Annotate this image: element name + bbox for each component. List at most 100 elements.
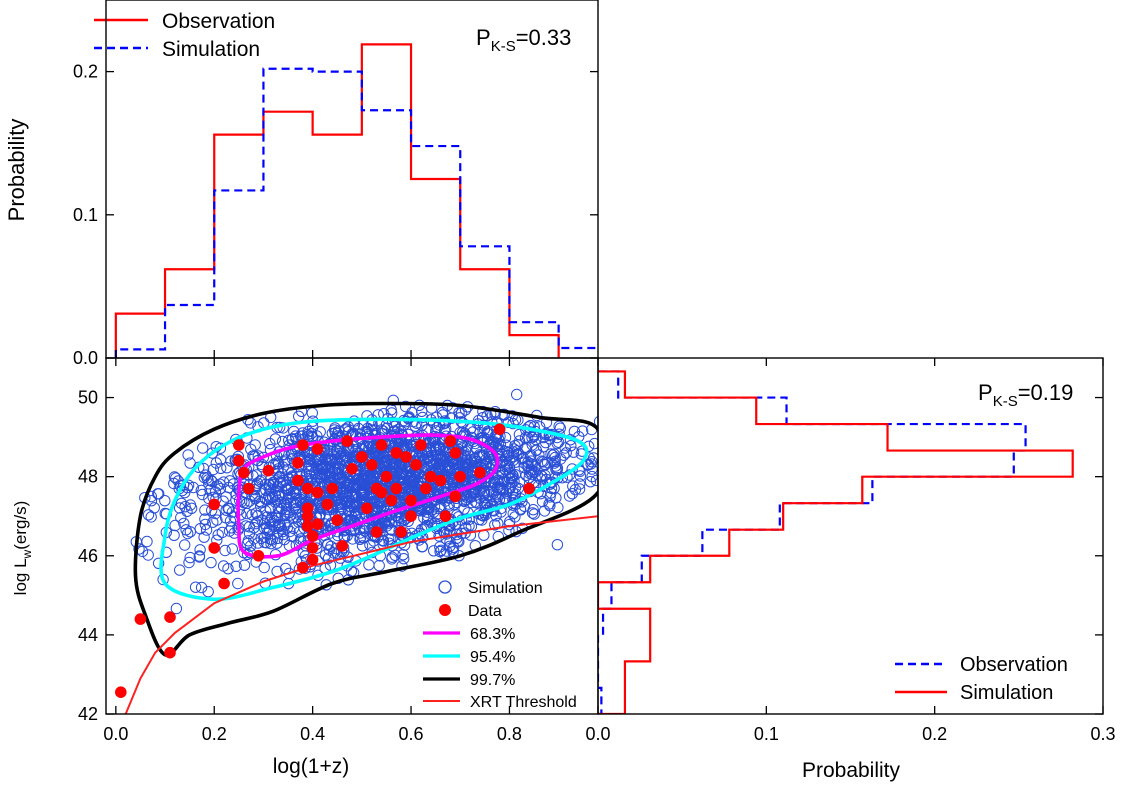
data-point	[301, 520, 314, 532]
data-point	[301, 482, 314, 495]
simulation-point	[507, 454, 519, 467]
simulation-point	[230, 560, 242, 572]
data-point	[311, 443, 324, 455]
simulation-point	[281, 522, 293, 534]
simulation-point	[452, 535, 464, 547]
simulation-point	[269, 490, 282, 502]
main-ytick-label: 48	[78, 467, 98, 487]
simulation-point	[500, 439, 512, 451]
data-point	[311, 518, 324, 530]
simulation-point	[206, 447, 219, 459]
data-point	[523, 482, 535, 495]
simulation-point	[421, 513, 434, 526]
simulation-point	[586, 463, 598, 475]
simulation-point	[302, 430, 315, 442]
top-legend: Observation Simulation	[94, 10, 275, 61]
simulation-point	[223, 481, 235, 494]
simulation-point	[356, 540, 369, 552]
right-ks-annotation: PK-S=0.19	[978, 380, 1073, 410]
simulation-point	[574, 478, 586, 490]
simulation-point	[329, 458, 342, 470]
simulation-point	[276, 435, 289, 448]
simulation-point	[349, 478, 361, 490]
simulation-point	[507, 486, 519, 499]
simulation-point	[170, 602, 183, 615]
simulation-point	[457, 459, 469, 472]
simulation-point	[141, 535, 153, 548]
simulation-point	[261, 522, 273, 534]
top-ks-annotation: PK-S=0.33	[476, 25, 571, 55]
simulation-point	[511, 448, 523, 460]
data-point	[233, 439, 245, 451]
simulation-point	[509, 456, 522, 468]
simulation-point	[304, 459, 316, 472]
simulation-point	[220, 504, 232, 516]
simulation-point	[397, 549, 409, 561]
simulation-point	[217, 560, 230, 572]
data-point	[356, 451, 368, 463]
simulation-point	[538, 505, 551, 517]
simulation-point	[184, 551, 196, 564]
simulation-point	[390, 466, 402, 478]
top-legend-simulation-label: Simulation	[162, 38, 260, 61]
simulation-point	[582, 459, 594, 471]
right-xtick-label: 0.3	[1090, 724, 1115, 744]
simulation-point	[148, 502, 161, 514]
simulation-point	[306, 460, 318, 473]
legend-68-label: 68.3%	[470, 626, 515, 643]
simulation-point	[506, 410, 518, 422]
simulation-point	[254, 475, 266, 488]
simulation-point	[535, 469, 547, 482]
simulation-point	[327, 547, 340, 559]
right-legend: Observation Simulation	[895, 654, 1068, 704]
simulation-point	[587, 452, 598, 464]
legend-simulation-marker	[438, 580, 452, 594]
data-point	[390, 447, 403, 459]
main-ytick-label: 50	[78, 388, 98, 408]
simulation-point	[197, 442, 209, 454]
data-point	[444, 435, 457, 447]
top-legend-observation-label: Observation	[162, 10, 275, 33]
data-points	[115, 423, 535, 698]
simulation-point	[428, 545, 440, 557]
data-point	[326, 482, 339, 495]
simulation-point	[511, 388, 523, 401]
simulation-point	[314, 426, 326, 438]
simulation-point	[574, 470, 587, 482]
main-ytick-label: 42	[78, 704, 98, 724]
simulation-point	[253, 495, 266, 507]
simulation-point	[86, 496, 96, 506]
data-point	[370, 526, 383, 538]
simulation-point	[434, 545, 446, 558]
simulation-point	[386, 416, 399, 428]
simulation-point	[142, 549, 154, 561]
simulation-point	[246, 509, 258, 521]
simulation-point	[189, 581, 202, 593]
simulation-point	[178, 517, 190, 530]
simulation-point	[531, 469, 544, 481]
data-point	[449, 447, 462, 459]
simulation-point	[194, 544, 206, 556]
right-frame	[597, 357, 1104, 715]
simulation-point	[211, 514, 223, 526]
simulation-point	[529, 466, 541, 478]
simulation-point	[482, 427, 494, 440]
simulation-point	[259, 478, 272, 491]
simulation-point	[199, 518, 212, 531]
simulation-point	[331, 445, 343, 457]
data-point	[134, 613, 147, 625]
simulation-point	[185, 502, 198, 514]
top-ytick-label: 0.2	[73, 62, 98, 82]
simulation-point	[443, 462, 455, 474]
simulation-point	[565, 440, 577, 452]
simulation-point	[311, 459, 323, 471]
simulation-point	[528, 508, 540, 520]
data-point	[365, 459, 378, 471]
data-point	[292, 457, 304, 469]
simulation-point	[152, 488, 164, 500]
simulation-point	[346, 533, 359, 545]
data-point	[208, 498, 220, 511]
simulation-point	[313, 471, 325, 483]
data-point	[493, 423, 506, 436]
simulation-point	[552, 436, 565, 448]
